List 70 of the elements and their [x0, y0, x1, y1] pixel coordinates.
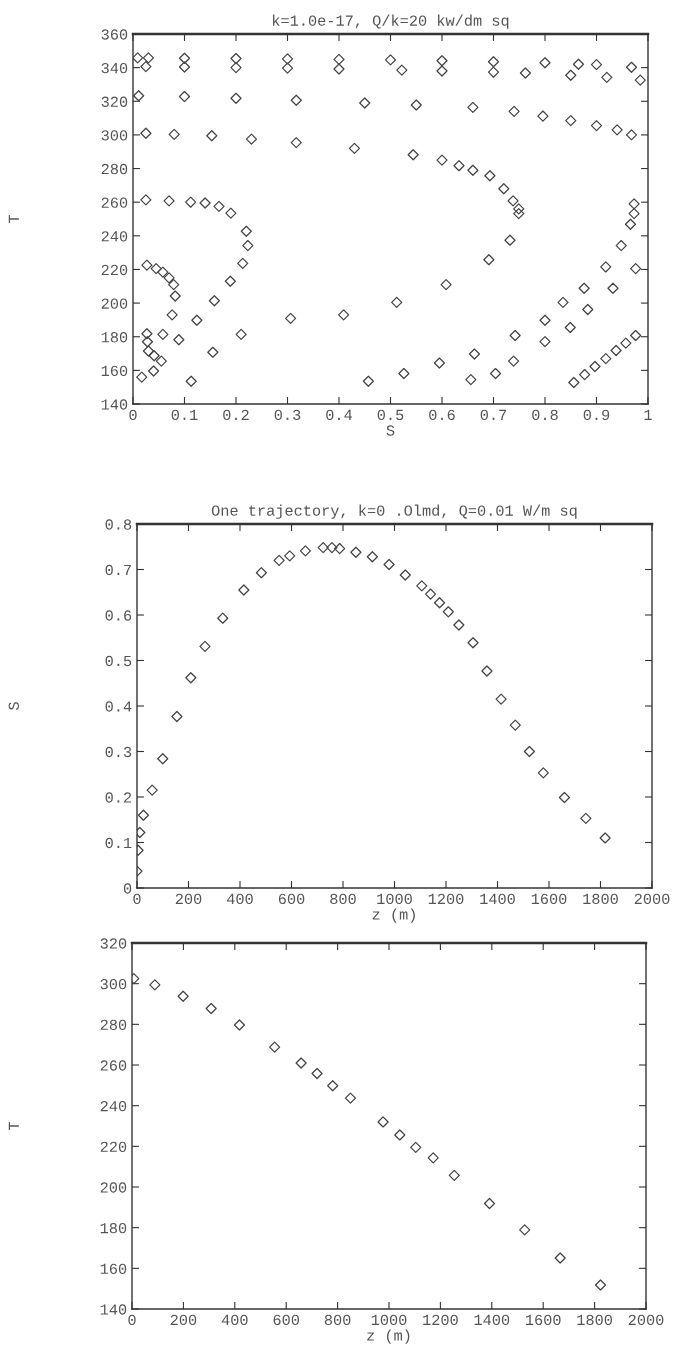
chart-title: k=1.0e-17, Q/k=20 kw/dm sq [273, 14, 509, 29]
x-tick-label: 1600 [531, 893, 567, 905]
x-tick-label: 1 [644, 409, 652, 420]
y-tick-label: 220 [100, 1141, 127, 1153]
y-tick-label: 140 [101, 399, 128, 410]
y-tick-label: 140 [100, 1304, 127, 1315]
y-tick-label: 0.8 [105, 519, 132, 530]
y-tick-label: 360 [101, 29, 128, 40]
y-tick-label: 0.6 [105, 610, 132, 621]
y-tick-label: 180 [101, 332, 128, 343]
y-tick-label: 0.2 [105, 792, 132, 803]
y-tick-label: 240 [100, 1100, 127, 1112]
y-axis-title: S [8, 702, 19, 710]
x-tick-label: 0.3 [274, 409, 301, 421]
x-tick-label: 1000 [377, 893, 412, 905]
y-tick-label: 340 [101, 62, 128, 74]
x-tick-label: 400 [227, 893, 253, 905]
y-tick-label: 0.4 [105, 701, 132, 712]
x-tick-label: 0.7 [480, 409, 507, 421]
x-tick-label: 800 [324, 1314, 351, 1326]
x-tick-label: 0.6 [429, 409, 455, 421]
x-axis-title: z (m) [372, 908, 415, 923]
y-tick-label: 180 [100, 1222, 127, 1234]
y-tick-label: 160 [101, 365, 128, 377]
y-tick-label: 300 [100, 978, 127, 990]
x-tick-label: 600 [278, 893, 305, 905]
x-tick-label: 2000 [634, 893, 670, 905]
x-tick-label: 1200 [423, 1314, 458, 1326]
x-tick-label: 1400 [480, 893, 515, 905]
x-tick-label: 0.8 [532, 409, 558, 421]
y-tick-label: 220 [101, 264, 128, 276]
x-axis-title: S [386, 425, 395, 436]
x-tick-label: 200 [175, 893, 202, 905]
y-tick-label: 160 [100, 1263, 127, 1275]
x-tick-label: 1600 [525, 1314, 561, 1326]
y-tick-label: 300 [101, 130, 128, 141]
x-tick-label: 0.1 [171, 409, 198, 421]
chart-title: One trajectory, k=0 .Olmd, Q=0.01 W/m sq [211, 504, 577, 519]
y-axis-title: T [8, 1121, 19, 1131]
x-tick-label: 1400 [474, 1314, 510, 1326]
x-tick-label: 1800 [577, 1314, 612, 1326]
x-tick-label: 0.4 [326, 409, 352, 421]
x-tick-label: 1000 [371, 1314, 407, 1326]
y-tick-label: 200 [101, 298, 128, 309]
y-tick-label: 0.7 [105, 564, 131, 576]
y-tick-label: 320 [100, 938, 127, 949]
x-tick-label: 0.5 [377, 409, 404, 421]
x-tick-label: 800 [330, 893, 356, 905]
y-tick-label: 200 [100, 1182, 127, 1193]
x-tick-label: 0.9 [583, 409, 610, 421]
x-tick-label: 0 [133, 893, 141, 905]
y-tick-label: 0 [123, 883, 132, 894]
y-tick-label: 320 [101, 96, 128, 107]
y-tick-label: 240 [101, 231, 128, 242]
y-tick-label: 0.1 [105, 837, 132, 849]
x-tick-label: 1200 [428, 893, 464, 905]
y-tick-label: 0.3 [105, 746, 132, 758]
x-tick-label: 200 [170, 1314, 197, 1326]
x-tick-label: 600 [273, 1314, 300, 1326]
x-axis-title: z (m) [367, 1329, 410, 1344]
y-tick-label: 280 [100, 1019, 127, 1031]
y-tick-label: 260 [101, 197, 128, 208]
x-tick-label: 1800 [583, 893, 618, 905]
x-tick-label: 2000 [628, 1314, 664, 1326]
y-tick-label: 0.5 [105, 655, 132, 667]
x-tick-label: 0.2 [223, 409, 249, 421]
y-tick-label: 280 [101, 163, 128, 175]
x-tick-label: 400 [221, 1314, 248, 1326]
y-tick-label: 260 [100, 1060, 127, 1071]
y-axis-title: T [8, 214, 19, 224]
